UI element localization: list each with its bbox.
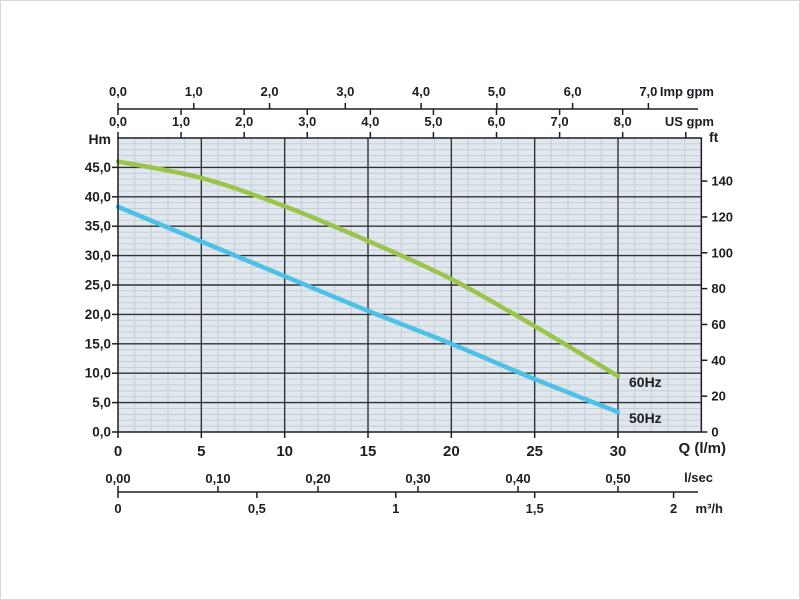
x-bottom-m3h-title: m³/h xyxy=(695,501,723,516)
tick-label-m3h: 0 xyxy=(114,501,121,516)
tick-label-us-gpm: 6,0 xyxy=(487,114,505,129)
tick-label-hm: 30,0 xyxy=(85,248,111,263)
tick-label-m3h: 0,5 xyxy=(248,501,266,516)
tick-label-lsec: 0,30 xyxy=(405,471,430,486)
tick-label-m3h: 1 xyxy=(392,501,399,516)
tick-label-us-gpm: 7,0 xyxy=(551,114,569,129)
tick-label-q: 20 xyxy=(443,443,460,460)
tick-label-hm: 25,0 xyxy=(85,278,111,293)
tick-label-m3h: 2 xyxy=(670,501,677,516)
y-right-axis-title: ft xyxy=(709,129,719,145)
tick-label-ft: 20 xyxy=(711,389,725,404)
tick-label-us-gpm: 1,0 xyxy=(172,114,190,129)
tick-label-imp-gpm: 3,0 xyxy=(336,84,354,99)
tick-label-ft: 80 xyxy=(711,281,725,296)
tick-label-ft: 100 xyxy=(711,245,733,260)
tick-label-ft: 0 xyxy=(711,425,718,440)
series-label-60hz: 60Hz xyxy=(629,374,662,390)
tick-label-us-gpm: 5,0 xyxy=(424,114,442,129)
tick-label-us-gpm: 0,0 xyxy=(109,114,127,129)
tick-label-hm: 0,0 xyxy=(92,425,111,440)
tick-label-imp-gpm: 6,0 xyxy=(564,84,582,99)
tick-label-imp-gpm: 7,0 xyxy=(639,84,657,99)
tick-label-imp-gpm: 2,0 xyxy=(260,84,278,99)
tick-label-q: 15 xyxy=(360,443,377,460)
tick-label-hm: 5,0 xyxy=(92,395,111,410)
tick-label-lsec: 0,50 xyxy=(605,471,630,486)
tick-label-imp-gpm: 5,0 xyxy=(488,84,506,99)
tick-label-m3h: 1,5 xyxy=(526,501,544,516)
x-bottom-lsec-title: l/sec xyxy=(684,470,713,485)
tick-label-us-gpm: 3,0 xyxy=(298,114,316,129)
series-label-50hz: 50Hz xyxy=(629,410,662,426)
tick-label-imp-gpm: 4,0 xyxy=(412,84,430,99)
tick-label-q: 30 xyxy=(610,443,627,460)
curve-60hz xyxy=(115,159,621,379)
tick-label-hm: 15,0 xyxy=(85,336,111,351)
tick-label-imp-gpm: 0,0 xyxy=(109,84,127,99)
tick-label-lsec: 0,00 xyxy=(105,471,130,486)
tick-label-hm: 35,0 xyxy=(85,219,111,234)
tick-label-ft: 140 xyxy=(711,174,733,189)
tick-label-us-gpm: 4,0 xyxy=(361,114,379,129)
tick-label-lsec: 0,40 xyxy=(505,471,530,486)
x-top-imp-gpm-title: Imp gpm xyxy=(659,84,714,99)
tick-label-us-gpm: 8,0 xyxy=(614,114,632,129)
x-top-us-gpm-title: US gpm xyxy=(664,114,714,129)
tick-label-imp-gpm: 1,0 xyxy=(185,84,203,99)
x-bottom-q-title: Q (l/m) xyxy=(678,440,727,457)
tick-label-ft: 120 xyxy=(711,209,733,224)
tick-label-ft: 60 xyxy=(711,317,725,332)
tick-label-ft: 40 xyxy=(711,353,725,368)
curve-50hz xyxy=(115,204,621,415)
tick-label-q: 0 xyxy=(114,443,122,460)
tick-label-q: 25 xyxy=(526,443,543,460)
tick-label-q: 5 xyxy=(197,443,205,460)
tick-label-hm: 10,0 xyxy=(85,366,111,381)
tick-label-hm: 40,0 xyxy=(85,189,111,204)
tick-label-lsec: 0,20 xyxy=(305,471,330,486)
tick-label-q: 10 xyxy=(276,443,293,460)
tick-label-hm: 20,0 xyxy=(85,307,111,322)
tick-label-hm: 45,0 xyxy=(85,160,111,175)
y-left-axis-title: Hm xyxy=(88,131,111,147)
tick-label-us-gpm: 2,0 xyxy=(235,114,253,129)
tick-label-lsec: 0,10 xyxy=(205,471,230,486)
